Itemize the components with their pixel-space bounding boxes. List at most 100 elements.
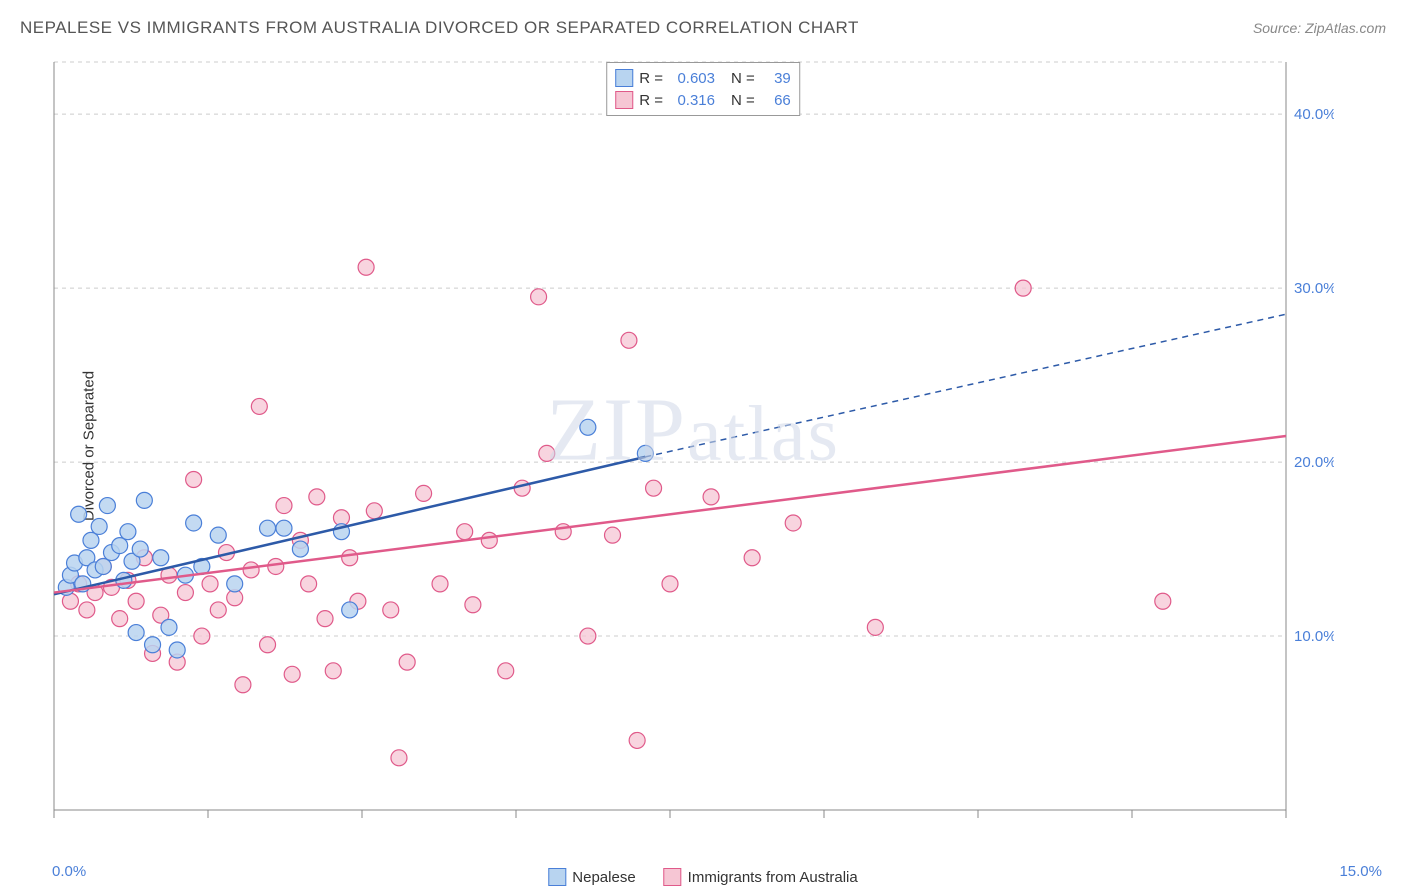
series-legend: Nepalese Immigrants from Australia [548, 868, 857, 886]
point-nepalese [210, 527, 226, 543]
stats-legend-row: R = 0.603 N = 39 [615, 67, 791, 89]
point-australia [325, 663, 341, 679]
point-nepalese [132, 541, 148, 557]
point-nepalese [227, 576, 243, 592]
point-australia [235, 677, 251, 693]
point-nepalese [95, 558, 111, 574]
r-value: 0.603 [669, 70, 715, 87]
point-nepalese [580, 419, 596, 435]
point-nepalese [136, 492, 152, 508]
point-nepalese [71, 506, 87, 522]
point-australia [276, 498, 292, 514]
point-australia [301, 576, 317, 592]
y-tick-label: 30.0% [1294, 280, 1334, 297]
point-nepalese [112, 538, 128, 554]
trendline-australia [54, 436, 1286, 593]
trendline-nepalese [54, 457, 645, 594]
point-australia [186, 471, 202, 487]
point-australia [514, 480, 530, 496]
point-australia [112, 611, 128, 627]
n-label: N = [731, 70, 755, 87]
point-australia [366, 503, 382, 519]
x-axis-right-label: 15.0% [1339, 863, 1382, 880]
point-australia [605, 527, 621, 543]
y-tick-label: 40.0% [1294, 106, 1334, 123]
point-australia [580, 628, 596, 644]
point-australia [309, 489, 325, 505]
point-australia [629, 732, 645, 748]
source-text: Source: ZipAtlas.com [1253, 20, 1386, 36]
point-nepalese [99, 498, 115, 514]
point-australia [662, 576, 678, 592]
point-nepalese [145, 637, 161, 653]
n-value: 39 [761, 70, 791, 87]
point-australia [79, 602, 95, 618]
point-australia [646, 480, 662, 496]
point-nepalese [120, 524, 136, 540]
r-label: R = [639, 70, 663, 87]
point-nepalese [260, 520, 276, 536]
point-australia [744, 550, 760, 566]
legend-item: Immigrants from Australia [664, 868, 858, 886]
point-nepalese [276, 520, 292, 536]
y-tick-label: 20.0% [1294, 454, 1334, 471]
point-nepalese [83, 532, 99, 548]
point-australia [399, 654, 415, 670]
scatter-plot-svg: 10.0% 20.0% 30.0% 40.0% [52, 60, 1334, 830]
point-australia [210, 602, 226, 618]
legend-item: Nepalese [548, 868, 635, 886]
legend-label: Nepalese [572, 869, 635, 886]
point-australia [457, 524, 473, 540]
legend-label: Immigrants from Australia [688, 869, 858, 886]
point-australia [539, 445, 555, 461]
point-nepalese [153, 550, 169, 566]
point-australia [251, 398, 267, 414]
point-nepalese [161, 619, 177, 635]
point-australia [498, 663, 514, 679]
point-australia [785, 515, 801, 531]
point-australia [1155, 593, 1171, 609]
chart-title: NEPALESE VS IMMIGRANTS FROM AUSTRALIA DI… [20, 18, 859, 38]
point-australia [465, 597, 481, 613]
point-nepalese [342, 602, 358, 618]
y-tick-label: 10.0% [1294, 628, 1334, 645]
chart-plot-area: 10.0%20.0%30.0%40.0% ZIPatlas [52, 60, 1334, 830]
n-value: 66 [761, 92, 791, 109]
legend-swatch [615, 91, 633, 109]
point-nepalese [91, 518, 107, 534]
point-australia [391, 750, 407, 766]
point-australia [260, 637, 276, 653]
x-axis-left-label: 0.0% [52, 863, 86, 880]
trendline-nepalese-dashed [645, 314, 1286, 457]
r-value: 0.316 [669, 92, 715, 109]
point-nepalese [169, 642, 185, 658]
point-australia [383, 602, 399, 618]
point-australia [703, 489, 719, 505]
point-australia [317, 611, 333, 627]
point-australia [531, 289, 547, 305]
legend-swatch [615, 69, 633, 87]
r-label: R = [639, 92, 663, 109]
point-australia [416, 485, 432, 501]
legend-swatch [548, 868, 566, 886]
stats-legend-row: R = 0.316 N = 66 [615, 89, 791, 111]
point-australia [194, 628, 210, 644]
point-australia [342, 550, 358, 566]
point-australia [432, 576, 448, 592]
point-australia [481, 532, 497, 548]
point-australia [177, 585, 193, 601]
n-label: N = [731, 92, 755, 109]
point-nepalese [128, 625, 144, 641]
point-nepalese [292, 541, 308, 557]
point-australia [621, 332, 637, 348]
point-australia [1015, 280, 1031, 296]
legend-swatch [664, 868, 682, 886]
point-australia [284, 666, 300, 682]
point-nepalese [186, 515, 202, 531]
point-australia [128, 593, 144, 609]
stats-legend-box: R = 0.603 N = 39 R = 0.316 N = 66 [606, 62, 800, 116]
point-australia [358, 259, 374, 275]
point-australia [202, 576, 218, 592]
point-australia [268, 558, 284, 574]
point-australia [867, 619, 883, 635]
